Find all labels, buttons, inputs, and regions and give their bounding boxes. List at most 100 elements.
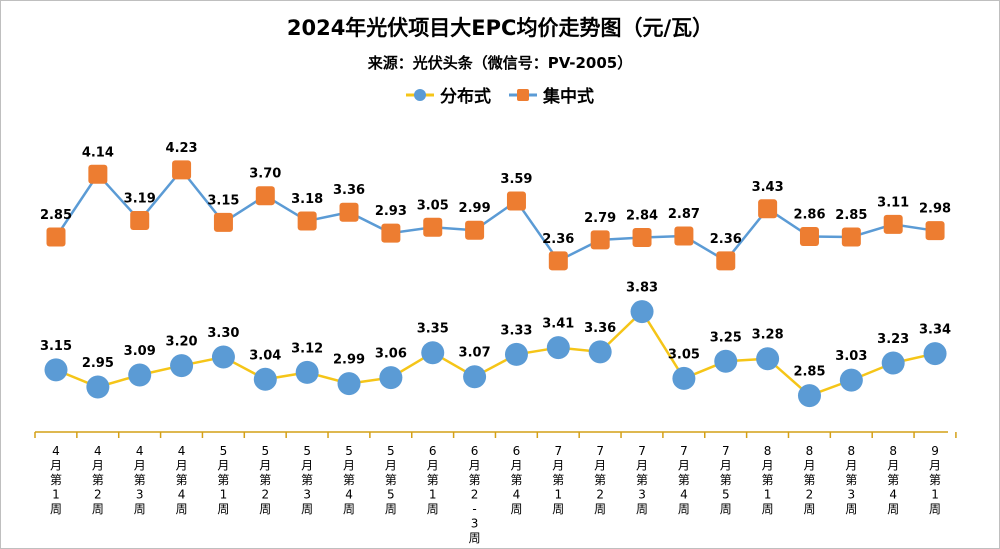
data-label-centralized: 2.87 xyxy=(668,207,700,222)
data-label-distributed: 3.07 xyxy=(459,346,491,361)
data-point-distributed xyxy=(421,341,445,365)
x-tick-label: 5 月第 2 周 xyxy=(259,444,271,516)
data-label-centralized: 3.43 xyxy=(752,180,784,195)
legend-label-centralized: 集中式 xyxy=(543,87,594,107)
data-point-centralized xyxy=(716,251,736,271)
data-point-distributed xyxy=(170,354,194,378)
data-label-distributed: 3.12 xyxy=(291,341,323,356)
data-label-centralized: 2.86 xyxy=(793,208,825,223)
data-point-centralized xyxy=(130,210,150,230)
data-point-centralized xyxy=(381,223,401,243)
data-label-distributed: 3.25 xyxy=(710,330,742,345)
legend-marker-distributed xyxy=(406,88,434,101)
data-point-distributed xyxy=(295,360,319,384)
x-tick-label: 7 月第 1 周 xyxy=(552,444,564,516)
data-label-centralized: 4.14 xyxy=(82,145,114,160)
data-label-centralized: 3.18 xyxy=(291,192,323,207)
data-point-distributed xyxy=(756,347,780,371)
data-point-centralized xyxy=(925,221,945,241)
data-point-distributed xyxy=(797,384,821,408)
data-point-distributed xyxy=(128,363,152,387)
data-point-centralized xyxy=(758,199,778,219)
data-label-distributed: 3.30 xyxy=(207,326,239,341)
data-label-distributed: 3.28 xyxy=(752,328,784,343)
x-tick-label: 7 月第 5 周 xyxy=(720,444,732,516)
legend-marker-centralized xyxy=(509,88,537,101)
data-label-distributed: 3.83 xyxy=(626,281,658,296)
data-label-centralized: 2.79 xyxy=(584,211,616,226)
data-point-centralized xyxy=(799,227,819,247)
data-point-centralized xyxy=(297,211,317,231)
x-tick-label: 4 月第 3 周 xyxy=(134,444,146,516)
data-point-distributed xyxy=(253,367,277,391)
x-tick-label: 5 月第 1 周 xyxy=(217,444,229,516)
data-label-centralized: 2.36 xyxy=(542,232,574,247)
data-point-distributed xyxy=(630,300,654,324)
x-tick-label: 6 月第 4 周 xyxy=(510,444,522,516)
x-tick-label: 8 月第 3 周 xyxy=(845,444,857,516)
data-label-distributed: 3.05 xyxy=(668,347,700,362)
data-point-distributed xyxy=(463,365,487,389)
data-point-distributed xyxy=(588,340,612,364)
data-label-centralized: 2.85 xyxy=(40,208,72,223)
data-label-centralized: 4.23 xyxy=(166,141,198,156)
data-label-distributed: 3.36 xyxy=(584,321,616,336)
data-point-centralized xyxy=(465,220,485,240)
data-point-centralized xyxy=(506,191,526,211)
chart-subtitle: 来源：光伏头条（微信号：PV-2005） xyxy=(367,54,633,72)
x-tick-label: 6 月第 1 周 xyxy=(427,444,439,516)
data-point-distributed xyxy=(714,349,738,373)
data-label-distributed: 3.23 xyxy=(877,332,909,347)
legend: 分布式 集中式 xyxy=(0,82,1000,107)
data-point-centralized xyxy=(590,230,610,250)
data-point-centralized xyxy=(172,160,192,180)
data-label-distributed: 2.95 xyxy=(82,356,114,371)
data-label-distributed: 2.99 xyxy=(333,353,365,368)
data-point-distributed xyxy=(672,366,696,390)
data-label-centralized: 3.36 xyxy=(333,183,365,198)
x-tick-label: 9 月第 1 周 xyxy=(929,444,941,516)
data-label-centralized: 3.15 xyxy=(207,193,239,208)
data-label-centralized: 3.59 xyxy=(500,172,532,187)
legend-label-distributed: 分布式 xyxy=(440,87,491,107)
data-label-distributed: 3.09 xyxy=(124,344,156,359)
series-line-centralized xyxy=(54,167,936,263)
data-point-distributed xyxy=(379,366,403,390)
data-label-distributed: 3.04 xyxy=(249,348,281,363)
data-label-centralized: 3.05 xyxy=(417,198,449,213)
x-tick-label: 7 月第 3 周 xyxy=(636,444,648,516)
data-point-distributed xyxy=(337,372,361,396)
data-label-distributed: 3.35 xyxy=(417,322,449,337)
x-tick-label: 6 月第 2 -3 周 xyxy=(469,444,481,545)
data-label-centralized: 2.36 xyxy=(710,232,742,247)
data-point-centralized xyxy=(46,227,66,247)
data-point-centralized xyxy=(883,214,903,234)
data-point-centralized xyxy=(339,202,359,222)
data-point-distributed xyxy=(86,375,110,399)
data-label-centralized: 2.93 xyxy=(375,204,407,219)
data-label-distributed: 3.06 xyxy=(375,347,407,362)
data-point-centralized xyxy=(255,186,275,206)
data-label-centralized: 2.85 xyxy=(835,208,867,223)
x-tick-label: 8 月第 4 周 xyxy=(887,444,899,516)
legend-item-distributed: 分布式 xyxy=(406,82,491,107)
data-label-distributed: 3.34 xyxy=(919,323,951,338)
data-point-centralized xyxy=(423,217,443,237)
data-point-distributed xyxy=(211,345,235,369)
data-point-centralized xyxy=(548,251,568,271)
data-point-distributed xyxy=(44,358,68,382)
data-point-centralized xyxy=(213,212,233,232)
data-label-centralized: 2.99 xyxy=(459,201,491,216)
x-tick-label: 4 月第 1 周 xyxy=(50,444,62,516)
data-label-centralized: 3.19 xyxy=(124,191,156,206)
x-tick-label: 7 月第 4 周 xyxy=(678,444,690,516)
data-label-distributed: 3.20 xyxy=(166,335,198,350)
x-tick-label: 8 月第 1 周 xyxy=(762,444,774,516)
data-label-centralized: 2.84 xyxy=(626,208,658,223)
chart-title: 2024年光伏项目大EPC均价走势图（元/瓦） xyxy=(286,16,714,40)
data-point-centralized xyxy=(88,164,108,184)
data-point-distributed xyxy=(504,342,528,366)
data-label-distributed: 3.41 xyxy=(542,317,574,332)
